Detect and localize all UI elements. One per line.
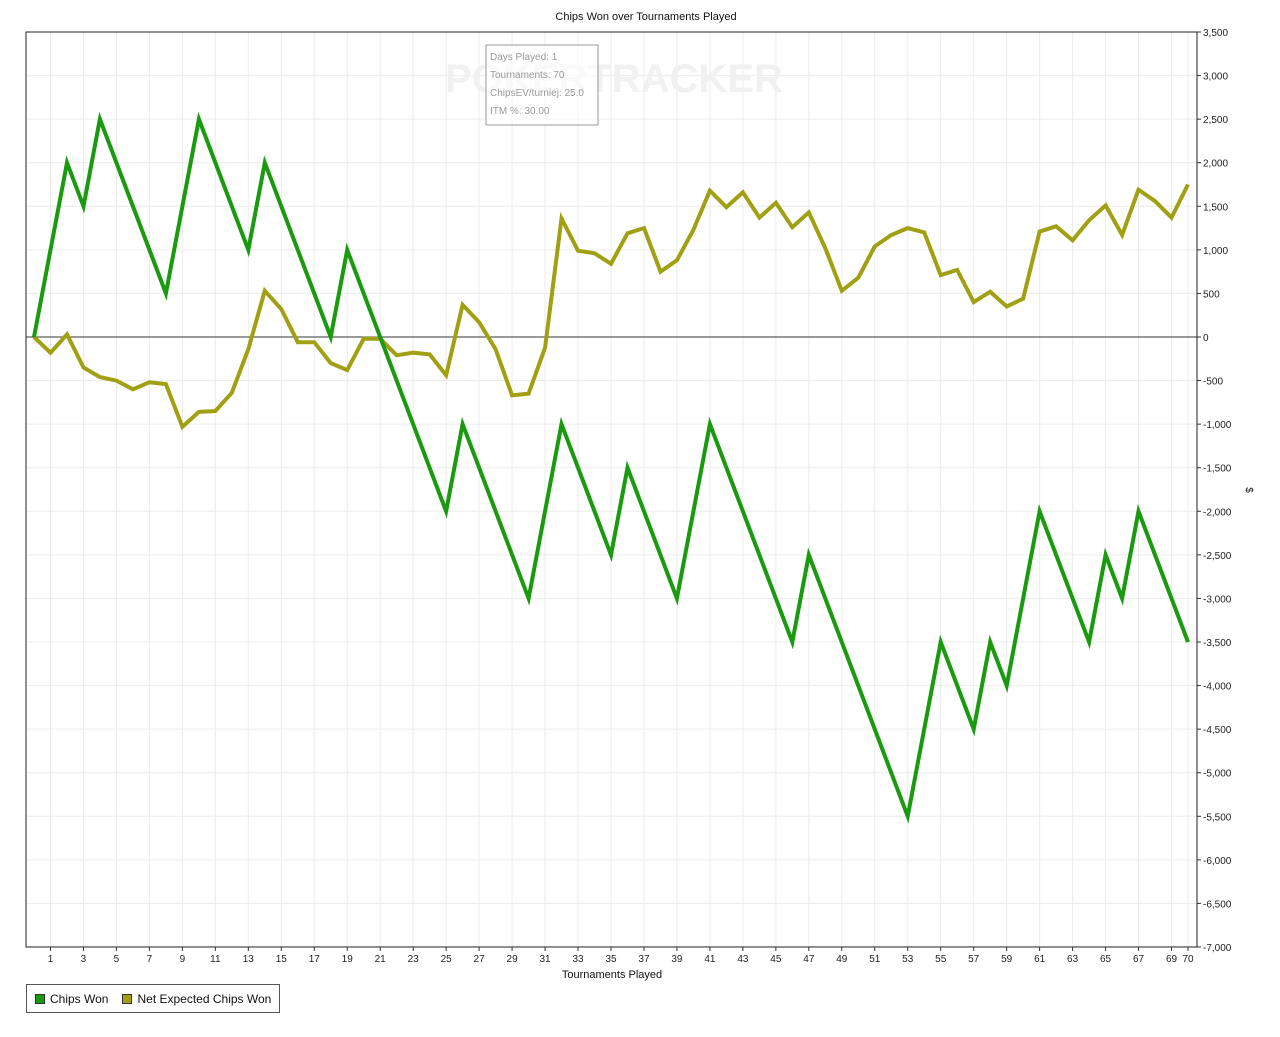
x-tick-label: 57 — [968, 954, 980, 965]
x-tick-label: 65 — [1100, 954, 1112, 965]
x-tick-label: 37 — [638, 954, 650, 965]
x-tick-label: 23 — [408, 954, 420, 965]
x-tick-label: 51 — [869, 954, 881, 965]
y-tick-label: -500 — [1203, 377, 1223, 388]
y-tick-label: -4,500 — [1203, 725, 1232, 736]
x-tick-label: 55 — [935, 954, 947, 965]
x-tick-label: 35 — [605, 954, 617, 965]
y-tick-label: -6,500 — [1203, 899, 1232, 910]
y-tick-label: -2,000 — [1203, 507, 1232, 518]
y-tick-label: -4,000 — [1203, 682, 1232, 693]
legend-label-net-expected: Net Expected Chips Won — [137, 991, 272, 1006]
info-box: Days Played: 1 Tournaments: 70 ChipsEV/tur… — [485, 44, 599, 126]
x-tick-label: 69 — [1166, 954, 1178, 965]
y-tick-label: -7,000 — [1203, 943, 1232, 954]
x-tick-label: 67 — [1133, 954, 1145, 965]
chips-won-line — [32, 111, 1190, 824]
x-tick-label: 45 — [770, 954, 782, 965]
x-tick-label: 29 — [507, 954, 519, 965]
x-axis-label: Tournaments Played — [562, 969, 662, 981]
x-tick-label: 3 — [81, 954, 87, 965]
x-tick-label: 9 — [180, 954, 186, 965]
x-tick-label: 47 — [803, 954, 815, 965]
legend-item-chips-won[interactable]: Chips Won — [35, 992, 108, 1006]
x-tick-label: 70 — [1182, 954, 1194, 965]
x-tick-label: 21 — [375, 954, 387, 965]
x-tick-label: 39 — [671, 954, 683, 965]
info-box-line: Days Played: 1 — [490, 52, 558, 63]
y-tick-label: -3,500 — [1203, 638, 1232, 649]
x-tick-label: 61 — [1034, 954, 1046, 965]
legend-swatch-chips-won — [35, 993, 45, 1004]
legend-item-net-expected[interactable]: Net Expected Chips Won — [122, 992, 271, 1006]
y-tick-label: 1,000 — [1203, 246, 1228, 257]
x-tick-label: 43 — [737, 954, 749, 965]
x-tick-label: 63 — [1067, 954, 1079, 965]
x-tick-label: 15 — [276, 954, 288, 965]
y-tick-label: -1,000 — [1203, 420, 1232, 431]
legend: Chips Won Net Expected Chips Won — [26, 984, 281, 1013]
x-tick-label: 33 — [572, 954, 584, 965]
y-tick-label: -5,500 — [1203, 812, 1232, 823]
info-box-line: ChipsEV/turniej: 25.0 — [490, 88, 584, 99]
x-tick-label: 25 — [441, 954, 453, 965]
legend-swatch-net-expected — [122, 993, 133, 1004]
y-axis: 3,500 3,000 2,500 2,000 1,500 1,000 500 0 -500 -1… — [1197, 28, 1232, 954]
y-tick-label: -2,500 — [1203, 551, 1232, 562]
y-axis-label: $ — [1243, 487, 1254, 493]
x-tick-label: 41 — [704, 954, 716, 965]
series-layer — [32, 111, 1190, 824]
y-tick-label: -5,000 — [1203, 769, 1232, 780]
x-tick-label: 7 — [147, 954, 153, 965]
x-tick-label: 53 — [902, 954, 914, 965]
x-axis: 1 3 5 7 9 11 13 15 17 19 21 23 25 27 29 31 33 35 37 39 41 43 4… — [48, 947, 1194, 965]
y-tick-label: 500 — [1203, 289, 1220, 300]
x-tick-label: 5 — [114, 954, 120, 965]
x-tick-label: 17 — [309, 954, 321, 965]
y-tick-label: 2,500 — [1203, 115, 1228, 126]
y-tick-label: -6,000 — [1203, 856, 1232, 867]
info-box-line: ITM %: 30.00 — [490, 106, 550, 117]
net-expected-chips-won-line — [32, 183, 1190, 431]
y-tick-label: 3,500 — [1203, 28, 1228, 39]
legend-label-chips-won: Chips Won — [50, 991, 109, 1006]
info-box-frame — [485, 44, 599, 126]
y-tick-label: -3,000 — [1203, 594, 1232, 605]
x-tick-label: 59 — [1001, 954, 1013, 965]
y-tick-label: 2,000 — [1203, 159, 1228, 170]
y-tick-label: 0 — [1203, 333, 1209, 344]
chart-title: Chips Won over Tournaments Played — [555, 11, 736, 23]
x-tick-label: 1 — [48, 954, 54, 965]
y-tick-label: 3,000 — [1203, 72, 1228, 83]
x-tick-label: 27 — [474, 954, 486, 965]
x-tick-label: 49 — [836, 954, 848, 965]
grid — [26, 31, 1197, 948]
y-tick-label: -1,500 — [1203, 464, 1232, 475]
x-tick-label: 31 — [539, 954, 551, 965]
x-tick-label: 19 — [342, 954, 354, 965]
info-box-line: Tournaments: 70 — [490, 70, 565, 81]
x-tick-label: 13 — [243, 954, 255, 965]
x-tick-label: 11 — [210, 954, 221, 965]
y-tick-label: 1,500 — [1203, 202, 1228, 213]
